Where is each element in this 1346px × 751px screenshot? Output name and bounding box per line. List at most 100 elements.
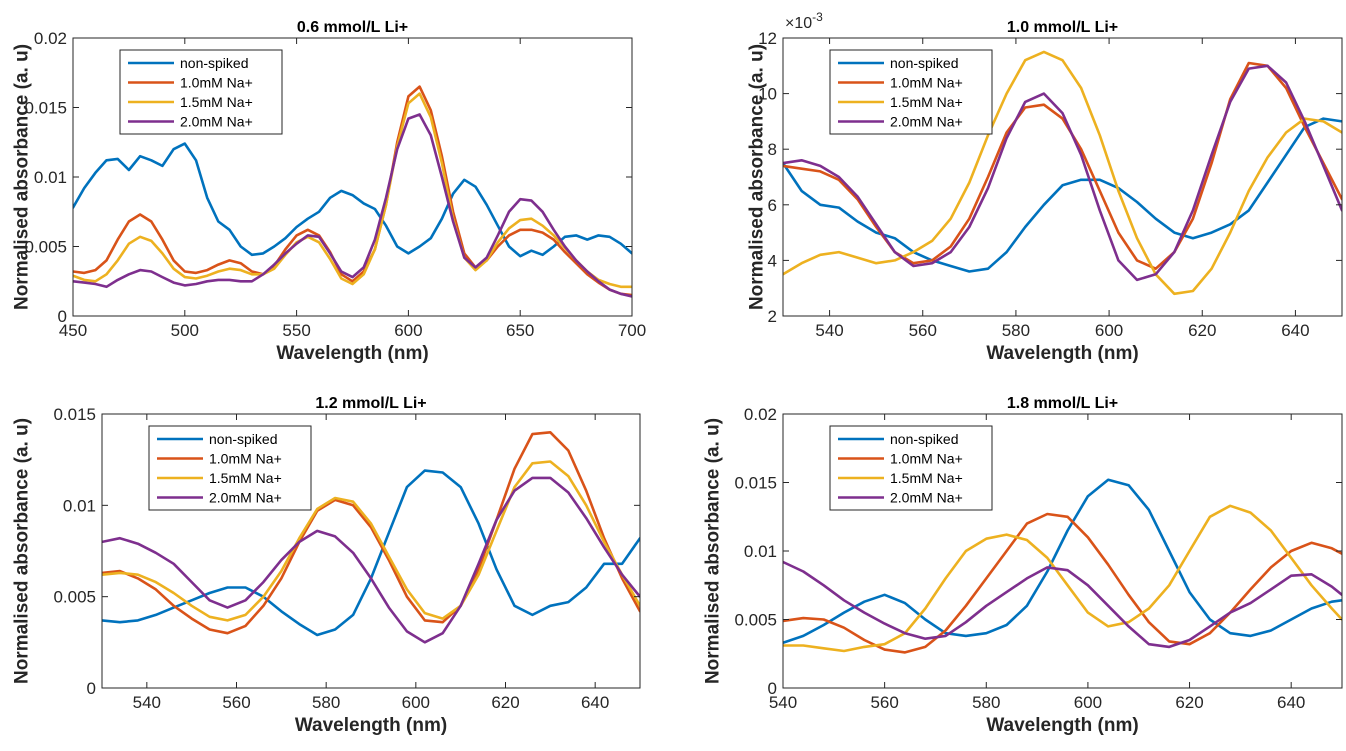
legend-entry: 1.0mM Na+: [180, 75, 253, 91]
x-tick-label: 640: [581, 693, 609, 712]
y-tick-label: 0.015: [24, 99, 67, 118]
y-tick-label: 0.005: [734, 611, 777, 630]
y-tick-label: 0.015: [53, 405, 96, 424]
chart-title: 1.0 mmol/L Li+: [1007, 19, 1118, 36]
y-tick-label: 0: [58, 307, 67, 326]
legend-entry: 1.5mM Na+: [890, 470, 963, 486]
y-tick-label: 0: [87, 679, 96, 698]
legend: non-spiked 1.0mM Na+ 1.5mM Na+ 2.0mM Na+: [119, 49, 283, 135]
x-tick-label: 620: [1175, 693, 1203, 712]
chart-panel-3: 540 560 580 600 620 640 0 0.005 0.01 0.015 1.2 mmo…: [12, 395, 641, 736]
legend-entry: 1.5mM Na+: [890, 94, 963, 110]
x-tick-label: 580: [312, 693, 340, 712]
series-line-3: [102, 460, 640, 622]
chart-title: 0.6 mmol/L Li+: [297, 19, 408, 36]
series-line-1: [73, 142, 632, 258]
x-tick-label: 640: [1277, 693, 1305, 712]
series-line-4: [783, 560, 1342, 649]
x-tick-label: 500: [171, 321, 199, 340]
x-tick-label: 560: [222, 693, 250, 712]
x-tick-label: 540: [769, 693, 797, 712]
y-tick-label: 0: [768, 679, 777, 698]
y-tick-label: 0.01: [34, 168, 67, 187]
legend-entry: non-spiked: [890, 55, 959, 71]
legend-entry: 1.5mM Na+: [209, 470, 282, 486]
y-axis-label: Normalised absorbance (a. u): [747, 44, 768, 310]
x-tick-label: 550: [282, 321, 310, 340]
x-tick-label: 540: [133, 693, 161, 712]
legend-box: [829, 49, 993, 135]
legend-entry: 1.0mM Na+: [890, 451, 963, 467]
legend-entry: 1.0mM Na+: [890, 75, 963, 91]
x-axis-label: Wavelength (nm): [986, 715, 1138, 736]
series-line-3: [783, 50, 1342, 296]
y-tick-label: 0.02: [34, 29, 67, 48]
chart-panel-4: 540 560 580 600 620 640 0 0.005 0.01 0.015 0.02 1.8…: [703, 395, 1343, 736]
plot-frame: [101, 413, 641, 689]
legend: non-spiked 1.0mM Na+ 1.5mM Na+ 2.0mM Na+: [829, 425, 993, 511]
x-tick-label: 600: [1074, 693, 1102, 712]
x-tick-label: 560: [870, 693, 898, 712]
legend-entry: non-spiked: [180, 55, 249, 71]
x-tick-label: 600: [1095, 321, 1123, 340]
chart-panel-1: 450 500 550 600 650 700 0 0.005 0.01 0.015 0.02 0.6…: [12, 19, 647, 364]
y-tick-label: 0.005: [53, 588, 96, 607]
x-tick-label: 580: [972, 693, 1000, 712]
y-tick-label: 0.01: [744, 542, 777, 561]
y-tick-label: 0.02: [744, 405, 777, 424]
series-line-3: [73, 92, 632, 289]
y-tick-label: 0.005: [24, 238, 67, 257]
y-tick-label: 12: [758, 29, 777, 48]
series-line-2: [783, 512, 1342, 654]
x-axis-label: Wavelength (nm): [276, 343, 428, 364]
y-axis-label: Normalised absorbance (a. u): [12, 44, 33, 310]
legend-entry: 2.0mM Na+: [890, 114, 963, 130]
y-axis-label: Normalised absorbance (a. u): [703, 418, 724, 684]
y-tick-label: 2: [768, 307, 777, 326]
x-tick-label: 620: [1188, 321, 1216, 340]
x-tick-label: 640: [1281, 321, 1309, 340]
y-axis-label: Normalised absorbance (a. u): [12, 418, 33, 684]
chart-title: 1.8 mmol/L Li+: [1007, 395, 1118, 412]
series-line-4: [73, 113, 632, 298]
y-tick-label: 8: [768, 140, 777, 159]
legend: non-spiked 1.0mM Na+ 1.5mM Na+ 2.0mM Na+: [148, 425, 312, 511]
series-line-2: [783, 61, 1342, 270]
series-line-2: [73, 85, 632, 297]
chart-panel-2: 540 560 580 600 620 640 2 4 6 8 10 12 ×10-3 1.0 mmol/…: [747, 10, 1343, 364]
series-line-1: [783, 478, 1342, 645]
series-line-2: [102, 431, 640, 635]
x-tick-label: 600: [394, 321, 422, 340]
y-tick-label: 10: [758, 85, 777, 104]
x-tick-label: 540: [815, 321, 843, 340]
legend-entry: non-spiked: [890, 431, 959, 447]
x-tick-label: 560: [909, 321, 937, 340]
legend-entry: non-spiked: [209, 431, 278, 447]
x-tick-label: 650: [506, 321, 534, 340]
x-tick-label: 580: [1002, 321, 1030, 340]
x-tick-label: 700: [618, 321, 646, 340]
legend-entry: 2.0mM Na+: [209, 490, 282, 506]
x-axis-label: Wavelength (nm): [295, 715, 447, 736]
y-exponent-label: ×10-3: [785, 10, 823, 32]
series-line-4: [783, 64, 1342, 282]
series-line-3: [783, 504, 1342, 653]
series-line-4: [102, 476, 640, 644]
x-tick-label: 620: [491, 693, 519, 712]
y-tick-label: 0.01: [63, 496, 96, 515]
legend-entry: 2.0mM Na+: [180, 114, 253, 130]
x-tick-label: 600: [402, 693, 430, 712]
plot-frame: [782, 37, 1343, 317]
x-tick-label: 450: [59, 321, 87, 340]
legend-entry: 1.5mM Na+: [180, 94, 253, 110]
x-axis-label: Wavelength (nm): [986, 343, 1138, 364]
y-tick-label: 0.015: [734, 474, 777, 493]
legend: non-spiked 1.0mM Na+ 1.5mM Na+ 2.0mM Na+: [829, 49, 993, 135]
y-tick-label: 6: [768, 196, 777, 215]
legend-entry: 1.0mM Na+: [209, 451, 282, 467]
y-tick-label: 4: [768, 251, 777, 270]
chart-title: 1.2 mmol/L Li+: [315, 395, 426, 412]
series-line-1: [783, 117, 1342, 273]
legend-entry: 2.0mM Na+: [890, 490, 963, 506]
